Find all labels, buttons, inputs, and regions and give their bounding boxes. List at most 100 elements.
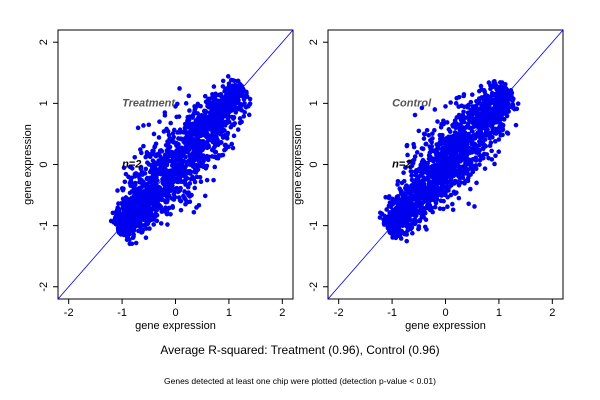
- data-point: [381, 222, 387, 227]
- data-point: [162, 156, 167, 161]
- data-point: [168, 153, 174, 159]
- data-point: [498, 133, 503, 138]
- data-point: [453, 123, 459, 128]
- data-point: [469, 128, 475, 134]
- data-point: [414, 150, 420, 155]
- data-point: [235, 127, 241, 132]
- data-point: [164, 178, 170, 184]
- data-point: [202, 112, 207, 118]
- data-point: [203, 165, 209, 171]
- data-point: [409, 177, 415, 183]
- data-point: [189, 130, 194, 136]
- x-tick-label: 2: [549, 307, 555, 319]
- data-point: [220, 78, 226, 84]
- data-point: [435, 173, 441, 179]
- x-axis-label: gene expression: [135, 320, 216, 332]
- data-point: [245, 104, 251, 109]
- data-point: [453, 139, 459, 144]
- data-point: [176, 156, 182, 161]
- data-point: [193, 169, 199, 175]
- data-point: [132, 154, 138, 160]
- data-point: [477, 147, 483, 153]
- data-point: [150, 189, 156, 195]
- data-point: [164, 162, 170, 167]
- data-point: [421, 181, 427, 187]
- data-point: [135, 125, 141, 131]
- data-point: [191, 209, 197, 215]
- data-point: [392, 220, 398, 226]
- data-point: [220, 100, 226, 106]
- data-point: [174, 114, 179, 120]
- data-point: [138, 217, 144, 223]
- data-point: [403, 165, 408, 170]
- data-point: [220, 152, 226, 158]
- data-point: [141, 192, 146, 198]
- scatter-points: [108, 74, 253, 247]
- data-point: [443, 178, 449, 183]
- data-point: [151, 213, 156, 218]
- x-tick-label: -1: [387, 307, 397, 319]
- data-point: [168, 120, 173, 126]
- data-point: [473, 163, 479, 168]
- data-point: [452, 181, 457, 186]
- data-point: [450, 201, 455, 207]
- data-point: [146, 192, 151, 198]
- figure-footnote: Genes detected at least one chip were pl…: [164, 376, 436, 386]
- data-point: [131, 232, 136, 237]
- y-tick-label: -2: [308, 282, 320, 292]
- data-point: [126, 231, 132, 237]
- data-point: [236, 85, 241, 91]
- data-point: [383, 194, 388, 200]
- data-point: [151, 217, 157, 222]
- data-point: [384, 215, 389, 221]
- data-point: [487, 143, 493, 149]
- data-point: [211, 177, 216, 183]
- data-point: [430, 156, 436, 162]
- data-point: [171, 134, 176, 140]
- data-point: [126, 217, 132, 222]
- data-point: [399, 200, 404, 206]
- data-point: [172, 163, 177, 169]
- data-point: [458, 133, 463, 139]
- data-point: [437, 152, 442, 157]
- data-point: [166, 193, 172, 199]
- panel-treatment: -2 -1 0 1 2 -2 -1 0 1 2 gene expression gene expres…: [22, 29, 294, 332]
- data-point: [198, 119, 203, 125]
- data-point: [446, 127, 452, 132]
- data-point: [235, 78, 241, 84]
- data-point: [168, 173, 173, 178]
- data-point: [247, 96, 253, 102]
- data-point: [496, 149, 502, 155]
- data-point: [421, 188, 427, 194]
- data-point: [228, 124, 234, 130]
- data-point: [159, 169, 165, 175]
- data-point: [458, 180, 463, 185]
- data-point: [126, 207, 132, 212]
- data-point: [481, 88, 487, 93]
- data-point: [115, 188, 120, 193]
- data-point: [145, 221, 151, 227]
- data-point: [464, 104, 470, 109]
- data-point: [453, 101, 459, 106]
- data-point: [478, 124, 484, 129]
- data-point: [218, 140, 224, 145]
- data-point: [451, 147, 456, 153]
- data-point: [143, 235, 149, 240]
- data-point: [161, 182, 167, 187]
- data-point: [444, 155, 450, 161]
- data-point: [421, 215, 427, 220]
- data-point: [411, 181, 417, 186]
- data-point: [166, 205, 172, 211]
- data-point: [194, 104, 200, 109]
- data-point: [398, 206, 404, 211]
- data-point: [116, 201, 121, 206]
- data-point: [494, 127, 500, 133]
- data-point: [144, 175, 150, 181]
- data-point: [454, 95, 459, 101]
- data-point: [472, 204, 477, 209]
- data-point: [423, 169, 428, 174]
- data-point: [379, 211, 385, 217]
- data-point: [409, 169, 414, 175]
- data-point: [466, 175, 471, 181]
- data-point: [477, 116, 483, 122]
